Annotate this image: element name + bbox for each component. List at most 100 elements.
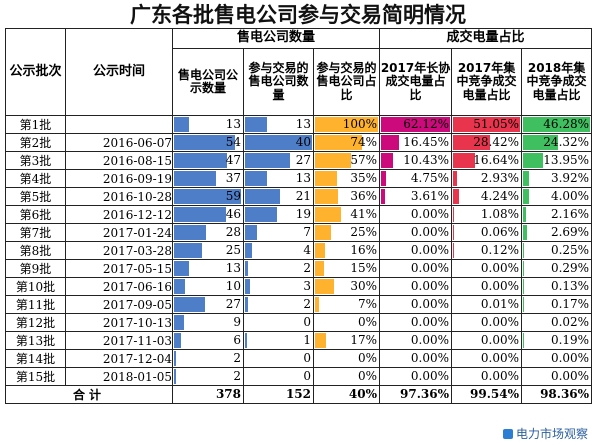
- company-count-value: 54: [225, 135, 241, 149]
- bilateral-2017-share-value: 3.61%: [410, 189, 450, 203]
- bilateral-2017-share: 0.00%: [379, 259, 453, 278]
- company-count-value: 25: [225, 243, 241, 257]
- auction-2018-share-value: 3.92%: [550, 171, 590, 185]
- bilateral-2017-share: 0.00%: [379, 313, 453, 332]
- company-count-value: 6: [233, 333, 241, 347]
- batch-label: 第13批: [5, 331, 66, 350]
- participating-count-bar: [245, 117, 267, 132]
- participating-count-bar: [245, 261, 249, 276]
- participating-share-value: 16%: [350, 243, 378, 257]
- bilateral-2017-share-bar: [381, 189, 386, 204]
- auction-2018-share-value: 2.69%: [550, 225, 590, 239]
- auction-2017-share-bar: [453, 117, 521, 132]
- participating-share-value: 0%: [357, 369, 378, 383]
- participating-count: 0: [243, 313, 314, 332]
- auction-2017-share: 16.64%: [451, 151, 523, 170]
- auction-2018-share-value: 0.00%: [550, 351, 590, 365]
- company-count: 9: [172, 313, 244, 332]
- company-count: 6: [172, 331, 244, 350]
- total-label: 合计: [5, 385, 173, 404]
- total-row: 合计 378 152 40% 97.36% 99.54% 98.36%: [5, 385, 593, 404]
- participating-share-value: 17%: [350, 333, 378, 347]
- company-count-value: 2: [233, 351, 241, 365]
- header-group-volume-share: 成交电量占比: [379, 28, 593, 49]
- bilateral-2017-share-value: 0.00%: [410, 243, 450, 257]
- participating-share-bar: [315, 333, 326, 348]
- auction-2018-share: 0.02%: [521, 313, 593, 332]
- total-auction2017: 99.54%: [451, 385, 523, 404]
- auction-2018-share: 0.00%: [521, 349, 593, 368]
- publish-date: 2016-10-28: [65, 187, 173, 206]
- auction-2018-share: 3.92%: [521, 169, 593, 188]
- table-row: 第14批 2017-12-04 2 0 0% 0.00% 0.00% 0.00%: [5, 349, 593, 368]
- auction-2018-share-value: 0.17%: [550, 297, 590, 311]
- auction-2018-share-value: 0.25%: [550, 243, 590, 257]
- participating-share: 41%: [312, 205, 381, 224]
- auction-2018-share-bar: [523, 153, 544, 168]
- company-count-bar: [174, 207, 227, 222]
- auction-2017-share-value: 0.00%: [480, 315, 520, 329]
- participating-share: 0%: [312, 349, 381, 368]
- company-count-bar: [174, 333, 181, 348]
- auction-2018-share: 0.25%: [521, 241, 593, 260]
- bilateral-2017-share: 62.12%: [379, 115, 453, 134]
- publish-date: 2017-09-05: [65, 295, 173, 314]
- auction-2017-share: 0.00%: [451, 349, 523, 368]
- company-count-bar: [174, 243, 203, 258]
- company-count: 59: [172, 187, 244, 206]
- publish-date: 2017-10-13: [65, 313, 173, 332]
- company-count-bar: [174, 171, 216, 186]
- auction-2018-share: 0.29%: [521, 259, 593, 278]
- auction-2017-share: 0.01%: [451, 295, 523, 314]
- batch-label: 第6批: [5, 205, 66, 224]
- batch-label: 第5批: [5, 187, 66, 206]
- header-group-company-count: 售电公司数量: [171, 28, 381, 49]
- participating-count: 13: [243, 169, 314, 188]
- publish-date: 2016-09-19: [65, 169, 173, 188]
- total-auction2018-value: 98.36%: [540, 387, 590, 401]
- participating-share-bar: [315, 117, 379, 132]
- participating-share: 74%: [312, 133, 381, 152]
- auction-2018-share-value: 0.00%: [550, 369, 590, 383]
- auction-2018-share-value: 46.28%: [543, 117, 590, 131]
- auction-2018-share: 0.13%: [521, 277, 593, 296]
- auction-2018-share-bar: [523, 117, 591, 132]
- total-share-value: 40%: [348, 387, 378, 401]
- company-count: 28: [172, 223, 244, 242]
- auction-2018-share: 13.95%: [521, 151, 593, 170]
- batch-label: 第2批: [5, 133, 66, 152]
- participating-share-value: 41%: [350, 207, 378, 221]
- company-count-value: 13: [225, 117, 241, 131]
- auction-2017-share-bar: [453, 153, 475, 168]
- participating-share-bar: [315, 207, 341, 222]
- watermark: 电力市场观察: [502, 425, 588, 442]
- participating-count-value: 0: [303, 369, 311, 383]
- table-row: 第9批 2017-05-15 13 2 15% 0.00% 0.00% 0.29%: [5, 259, 593, 278]
- company-count: 13: [172, 115, 244, 134]
- auction-2018-share-value: 0.02%: [550, 315, 590, 329]
- auction-2017-share-value: 0.00%: [480, 333, 520, 347]
- participating-share-value: 0%: [357, 351, 378, 365]
- bilateral-2017-share: 0.00%: [379, 277, 453, 296]
- participating-share: 25%: [312, 223, 381, 242]
- wechat-icon: [502, 429, 513, 439]
- company-count: 54: [172, 133, 244, 152]
- table-row: 第1批 13 13 100% 62.12% 51.05% 46.28%: [5, 115, 593, 134]
- auction-2018-share-value: 2.16%: [550, 207, 590, 221]
- company-count-bar: [174, 225, 206, 240]
- batch-label: 第12批: [5, 313, 66, 332]
- company-count-value: 59: [225, 189, 241, 203]
- batch-label: 第11批: [5, 295, 66, 314]
- company-count-bar: [174, 189, 241, 204]
- bilateral-2017-share: 0.00%: [379, 367, 453, 386]
- total-participating-value: 152: [285, 387, 311, 401]
- auction-2018-share-value: 13.95%: [543, 153, 590, 167]
- participating-count-bar: [245, 171, 267, 186]
- participating-count-bar: [245, 189, 281, 204]
- participating-count-value: 0: [303, 351, 311, 365]
- auction-2017-share-value: 51.05%: [473, 117, 520, 131]
- company-count: 25: [172, 241, 244, 260]
- table-row: 第2批 2016-06-07 54 40 74% 16.45% 28.42% 24.32%: [5, 133, 593, 152]
- auction-2017-share: 4.24%: [451, 187, 523, 206]
- auction-2018-share-bar: [523, 135, 559, 150]
